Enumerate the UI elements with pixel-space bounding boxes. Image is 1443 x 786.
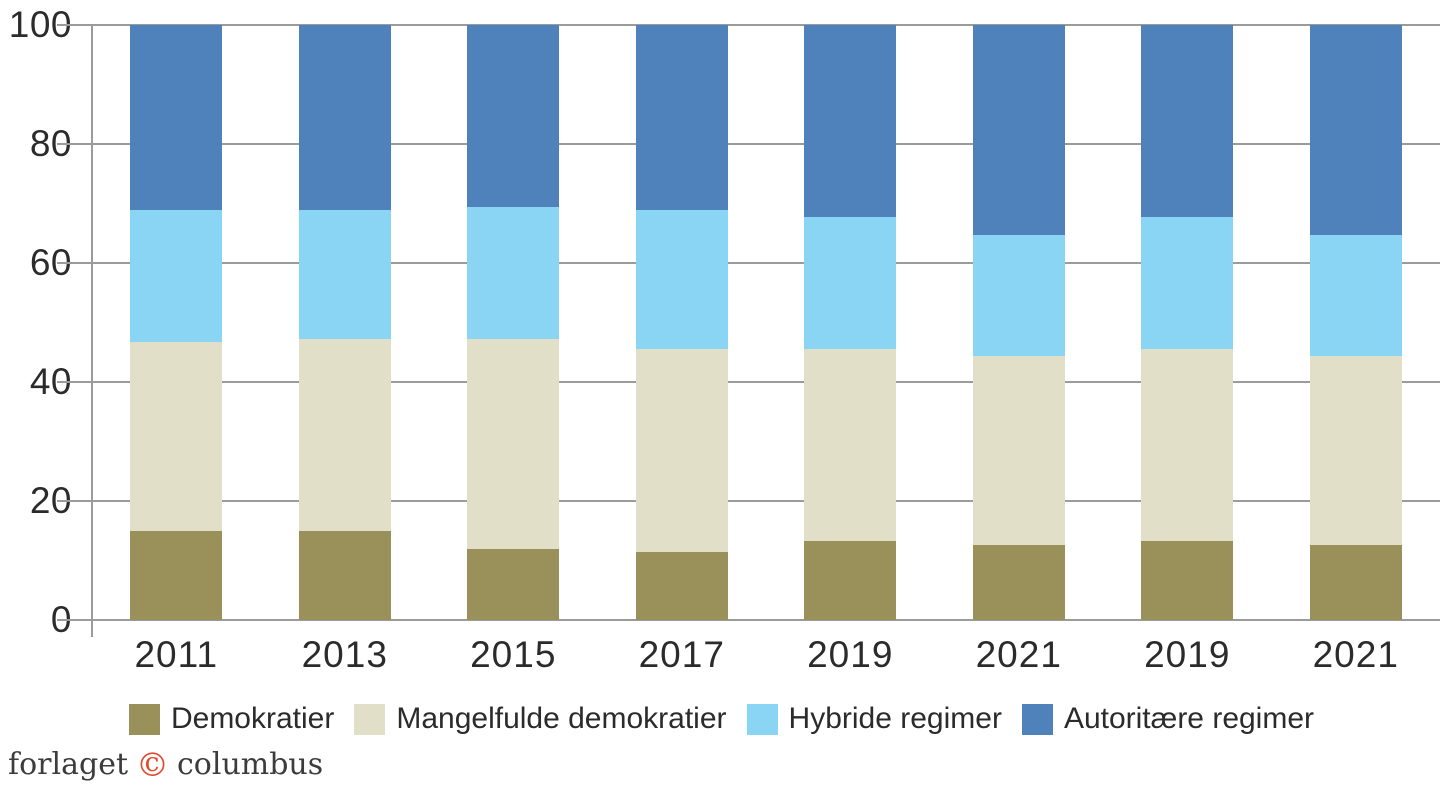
bar-segment — [1141, 25, 1234, 218]
bar-segment — [467, 25, 560, 207]
bar-segment — [1141, 541, 1234, 620]
bar-segment — [804, 217, 897, 350]
y-tick-mark — [57, 381, 92, 383]
y-tick-mark — [57, 619, 92, 621]
stacked-bar-2021-7 — [1309, 25, 1402, 620]
bar-segment — [130, 210, 223, 343]
bar-segment — [298, 338, 391, 531]
bar-segment — [298, 530, 391, 620]
legend-label: Hybride regimer — [788, 702, 1002, 735]
bar-segment — [972, 235, 1065, 357]
legend-label: Mangelfulde demokratier — [396, 702, 727, 735]
legend-swatch — [1021, 703, 1053, 735]
legend-swatch — [746, 703, 778, 735]
y-axis-line — [91, 24, 93, 637]
bar-segment — [804, 25, 897, 218]
x-tick-label: 2021 — [975, 634, 1062, 675]
bar-segment — [1141, 349, 1234, 542]
bar-slot — [766, 25, 935, 620]
bar-slot — [429, 25, 598, 620]
stacked-bar-2013-1 — [298, 25, 391, 620]
gridline — [92, 381, 1440, 383]
legend-swatch — [128, 703, 160, 735]
bar-slot — [92, 25, 261, 620]
bar-segment — [1141, 217, 1234, 350]
bar-segment — [635, 210, 728, 350]
stacked-bar-chart — [92, 25, 1440, 620]
bar-slot — [598, 25, 767, 620]
stacked-bar-2019-4 — [804, 25, 897, 620]
y-tick-mark — [57, 500, 92, 502]
gridline — [92, 262, 1440, 264]
publisher-credit: forlaget © columbus — [8, 746, 323, 784]
bar-segment — [298, 210, 391, 339]
y-tick-mark — [57, 262, 92, 264]
bar-segment — [972, 356, 1065, 546]
bar-segment — [130, 342, 223, 531]
bar-segment — [1309, 356, 1402, 546]
stacked-bar-2017-3 — [635, 25, 728, 620]
bar-segment — [635, 349, 728, 553]
gridline — [92, 619, 1440, 621]
bar-segment — [467, 338, 560, 549]
chart-legend: Demokratier Mangelfulde demokratier Hybrid… — [0, 697, 1443, 741]
bar-slot — [1103, 25, 1272, 620]
legend-item: Hybride regimer — [746, 702, 1002, 736]
y-tick-mark — [57, 143, 92, 145]
bar-segment — [130, 530, 223, 620]
gridline — [92, 143, 1440, 145]
x-tick-label: 2021 — [1312, 634, 1399, 675]
bar-segment — [972, 545, 1065, 620]
stacked-bar-2019-6 — [1141, 25, 1234, 620]
x-tick-label: 2013 — [301, 634, 388, 675]
stacked-bar-2021-5 — [972, 25, 1065, 620]
legend-item: Autoritære regimer — [1021, 702, 1315, 736]
bar-segment — [467, 548, 560, 620]
x-tick-label: 2015 — [470, 634, 557, 675]
x-tick-label: 2019 — [1144, 634, 1231, 675]
bar-slot — [1272, 25, 1441, 620]
copyright-icon: © — [136, 745, 169, 784]
x-tick-label: 2011 — [134, 634, 219, 675]
gridline — [92, 24, 1440, 26]
stacked-bar-2011-0 — [130, 25, 223, 620]
bar-segment — [1309, 25, 1402, 236]
gridline — [92, 500, 1440, 502]
bar-segment — [467, 206, 560, 339]
publisher-text-right: columbus — [177, 747, 324, 782]
bar-segment — [635, 25, 728, 211]
x-tick-label: 2017 — [638, 634, 725, 675]
bar-segment — [635, 552, 728, 620]
bar-segment — [130, 25, 223, 211]
bar-segment — [1309, 545, 1402, 620]
bar-segment — [972, 25, 1065, 236]
stacked-bar-2015-2 — [467, 25, 560, 620]
x-axis-labels: 2011 2013 2015 2017 2019 2021 2019 2021 — [92, 632, 1440, 678]
legend-swatch — [354, 703, 386, 735]
bar-segment — [804, 349, 897, 542]
legend-label: Demokratier — [170, 702, 335, 735]
bar-segment — [298, 25, 391, 211]
x-tick-label: 2019 — [807, 634, 894, 675]
bar-slot — [261, 25, 430, 620]
legend-label: Autoritære regimer — [1063, 702, 1315, 735]
y-tick-mark — [57, 24, 92, 26]
publisher-text-left: forlaget — [8, 747, 128, 782]
bar-slot — [935, 25, 1104, 620]
bar-segment — [804, 541, 897, 620]
bar-segment — [1309, 235, 1402, 357]
legend-item: Demokratier — [128, 702, 335, 736]
legend-item: Mangelfulde demokratier — [354, 702, 727, 736]
